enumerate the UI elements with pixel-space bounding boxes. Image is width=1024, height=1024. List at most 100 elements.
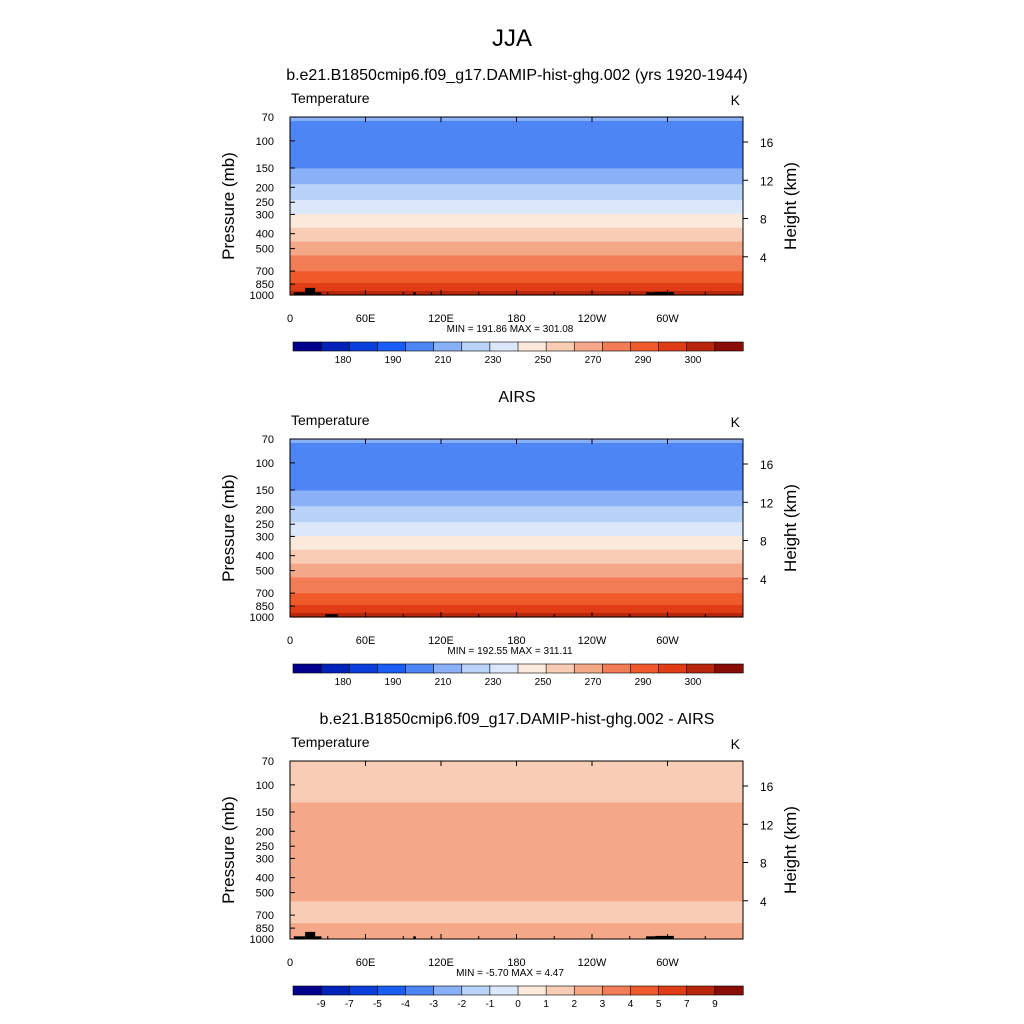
y-tick-label: 850: [256, 279, 274, 291]
contour-band: [290, 255, 743, 259]
variable-label: Temperature: [291, 412, 370, 428]
contour-band: [290, 186, 743, 189]
contour-band: [290, 450, 743, 454]
colorbar-swatch: [714, 985, 744, 996]
contour-band: [290, 498, 743, 501]
colorbar-swatch: [630, 985, 660, 996]
contour-band: [290, 528, 743, 531]
y2-tick-label: 16: [760, 136, 774, 150]
contour-band: [290, 219, 743, 223]
contour-band: [290, 595, 743, 598]
contour-band: [290, 446, 743, 450]
contour-band: [290, 569, 743, 573]
contour-band: [290, 508, 743, 511]
contour-band: [290, 444, 743, 448]
y-tick-label: 850: [256, 923, 274, 935]
contour-band: [290, 158, 743, 162]
y-tick-label: 150: [256, 807, 274, 819]
contour-band: [290, 524, 743, 527]
y-tick-label: 850: [256, 601, 274, 613]
contour-band: [290, 460, 743, 464]
contour-band: [290, 792, 743, 796]
contour-band: [290, 818, 743, 821]
contour-band: [290, 798, 743, 802]
contour-band: [290, 603, 743, 606]
colorbar-label: 210: [435, 355, 452, 366]
contour-band: [290, 531, 743, 535]
contour-band: [290, 126, 743, 130]
colorbar-label: -7: [345, 999, 354, 1010]
contour-band: [290, 873, 743, 877]
panel-title: AIRS: [498, 389, 535, 406]
contour-band: [290, 448, 743, 452]
contour-band: [290, 772, 743, 776]
contour-band: [290, 529, 743, 533]
contour-band: [290, 257, 743, 260]
contour-band: [290, 836, 743, 839]
x-tick-label: 180: [507, 635, 525, 647]
y2-tick-label: 12: [760, 818, 774, 832]
contour-band: [290, 591, 743, 594]
contour-band: [290, 559, 743, 563]
contour-band: [290, 202, 743, 205]
colorbar-label: 0: [515, 999, 521, 1010]
contour-band: [290, 512, 743, 515]
y-tick-label: 1000: [250, 612, 274, 624]
contour-band: [290, 851, 743, 855]
y2-tick-label: 8: [760, 535, 767, 549]
contour-band: [290, 607, 743, 610]
contour-band: [290, 549, 743, 553]
topography-mask: [654, 291, 674, 295]
contour-band: [290, 840, 743, 843]
y-tick-label: 150: [256, 485, 274, 497]
contour-band: [290, 537, 743, 541]
contour-band: [290, 506, 743, 509]
x-tick-label: 180: [507, 957, 525, 969]
colorbar-swatch: [461, 341, 491, 352]
contour-band: [290, 253, 743, 257]
contour-band: [290, 518, 743, 521]
colorbar-label: 3: [600, 999, 606, 1010]
contour-band: [290, 454, 743, 458]
colorbar-swatch: [517, 663, 547, 674]
contour-band: [290, 458, 743, 462]
contour-band: [290, 774, 743, 778]
contour-band: [290, 502, 743, 505]
y-tick-label: 250: [256, 197, 274, 209]
contour-band: [290, 259, 743, 262]
contour-band: [290, 925, 743, 928]
contour-band: [290, 539, 743, 543]
contour-band: [290, 233, 743, 237]
contour-band: [290, 237, 743, 241]
contour-band: [290, 877, 743, 881]
contour-band: [290, 213, 743, 217]
contour-band: [290, 557, 743, 561]
colorbar-swatch: [377, 341, 407, 352]
contour-band: [290, 514, 743, 517]
contour-band: [290, 526, 743, 529]
x-tick-label: 60E: [356, 957, 376, 969]
contour-band: [290, 850, 743, 853]
contour-band: [290, 227, 743, 231]
y-tick-label: 500: [256, 244, 274, 256]
y-tick-label: 70: [262, 434, 274, 446]
colorbar-swatch: [630, 663, 660, 674]
contour-band: [290, 128, 743, 132]
x-tick-label: 120W: [578, 313, 607, 325]
contour-band: [290, 209, 743, 213]
colorbar-label: 1: [543, 999, 549, 1010]
colorbar-label: -4: [401, 999, 410, 1010]
colorbar-swatch: [545, 663, 575, 674]
contour-band: [290, 766, 743, 770]
contour-band: [290, 859, 743, 863]
y2-axis-label: Height (km): [781, 162, 800, 250]
contour-band: [290, 915, 743, 918]
colorbar-swatch: [348, 985, 378, 996]
contour-band: [290, 609, 743, 612]
units-label: K: [731, 414, 741, 430]
colorbar-swatch: [405, 663, 435, 674]
contour-band: [290, 842, 743, 845]
contour-band: [290, 464, 743, 468]
colorbar-swatch: [292, 985, 322, 996]
